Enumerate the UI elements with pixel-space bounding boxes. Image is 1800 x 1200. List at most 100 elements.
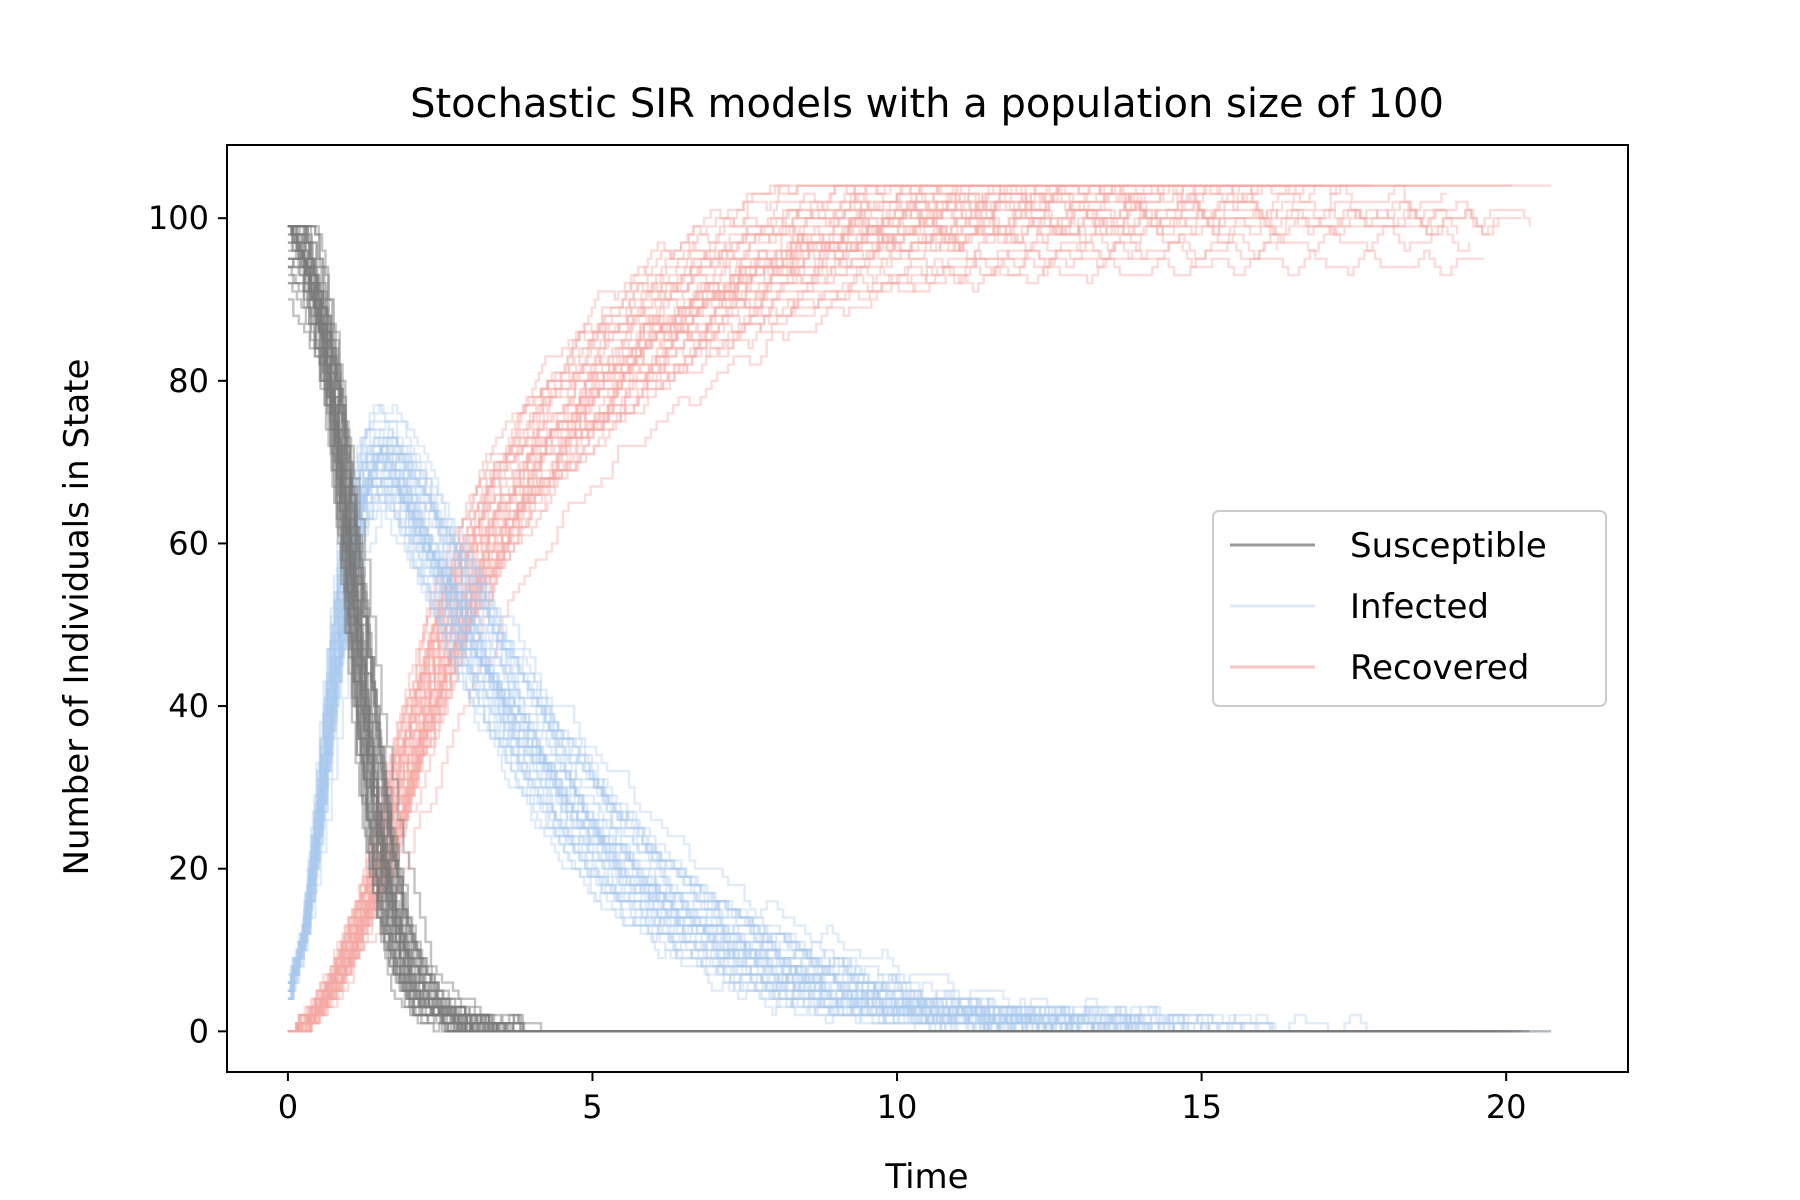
series-line-recovered: [287, 192, 950, 1033]
series-line-recovered: [287, 184, 1072, 1033]
series-line-susceptible: [287, 225, 929, 1033]
series-line-susceptible: [287, 265, 1142, 1033]
legend-box: [1212, 510, 1607, 707]
series-line-susceptible: [287, 273, 1469, 1033]
y-tick-label: 60: [168, 524, 209, 562]
x-axis-label: Time: [884, 1157, 968, 1197]
series-line-infected: [287, 477, 1446, 1033]
series-line-infected: [287, 485, 1277, 1033]
series-line-infected: [287, 477, 1522, 1033]
series-line-susceptible: [287, 225, 1267, 1033]
series-line-recovered: [287, 200, 1446, 1033]
series-line-infected: [287, 436, 1083, 1033]
series-line-infected: [287, 444, 1323, 1033]
series-line-susceptible: [287, 225, 1343, 1033]
series-line-recovered: [287, 249, 1484, 1033]
series-line-recovered: [287, 200, 1531, 1033]
series-line-susceptible: [287, 233, 930, 1033]
series-line-infected: [287, 469, 1267, 1033]
series-line-recovered: [287, 184, 1512, 1033]
series-line-susceptible: [287, 225, 1040, 1033]
series-line-infected: [287, 444, 1324, 1033]
series-line-infected: [287, 444, 1512, 1033]
series-line-recovered: [287, 184, 1015, 1033]
series-line-infected: [287, 452, 1162, 1033]
series-line-recovered: [287, 192, 895, 1033]
y-axis-label: Number of Individuals in State: [57, 359, 97, 876]
series-line-susceptible: [287, 265, 1522, 1033]
series-line-recovered: [287, 184, 1552, 1033]
series-line-susceptible: [287, 225, 1370, 1033]
series-line-infected: [287, 428, 1249, 1033]
series-line-infected: [287, 436, 1440, 1033]
series-line-recovered: [287, 184, 1235, 1033]
legend-label-susceptible: Susceptible: [1350, 526, 1547, 566]
series-line-infected: [287, 428, 1015, 1033]
series-line-infected: [287, 452, 1234, 1033]
series-line-recovered: [287, 184, 1249, 1033]
series-infected: [287, 404, 1552, 1033]
series-line-recovered: [287, 192, 1268, 1033]
y-tick-label: 0: [189, 1012, 209, 1050]
series-line-susceptible: [287, 257, 1458, 1033]
series-line-recovered: [287, 217, 1142, 1033]
series-recovered: [287, 184, 1552, 1033]
series-line-infected: [287, 444, 895, 1017]
series-line-susceptible: [287, 298, 1484, 1033]
series-line-infected: [287, 493, 1142, 1033]
series-line-susceptible: [287, 249, 1530, 1033]
series-line-susceptible: [287, 225, 956, 1033]
series-line-susceptible: [287, 225, 1009, 1033]
series-line-susceptible: [287, 257, 992, 1033]
x-tick-label: 10: [877, 1088, 918, 1126]
y-tick-label: 20: [168, 850, 209, 888]
series-line-infected: [287, 477, 1530, 1033]
series-line-recovered: [287, 208, 1500, 1033]
series-line-recovered: [287, 192, 1053, 1033]
x-tick-label: 20: [1486, 1088, 1527, 1126]
series-line-infected: [287, 452, 930, 1025]
series-line-infected: [287, 485, 1458, 1033]
series-susceptible: [287, 225, 1552, 1033]
series-line-susceptible: [287, 241, 1446, 1033]
series-line-susceptible: [287, 282, 1277, 1033]
series-line-recovered: [287, 208, 1229, 1033]
series-line-recovered: [287, 184, 1040, 1033]
series-line-susceptible: [287, 225, 895, 1033]
series-line-susceptible: [287, 225, 1512, 1033]
series-line-recovered: [287, 200, 1265, 1033]
series-line-recovered: [287, 241, 1279, 1033]
series-line-infected: [287, 452, 1370, 1033]
series-line-susceptible: [287, 225, 1323, 1033]
series-line-recovered: [287, 208, 930, 1033]
series-line-infected: [287, 436, 950, 1025]
series-line-recovered: [287, 184, 1324, 1033]
series-line-recovered: [287, 208, 1459, 1033]
series-line-susceptible: [287, 225, 1290, 1033]
y-axis: 0 20 40 60 80 100: [148, 199, 227, 1050]
series-line-susceptible: [287, 282, 1140, 1033]
series-line-susceptible: [287, 233, 1234, 1033]
series-line-recovered: [287, 184, 1370, 1033]
series-line-infected: [287, 404, 1145, 1033]
series-line-susceptible: [287, 257, 1229, 1033]
series-layer: [287, 184, 1552, 1033]
series-line-recovered: [287, 200, 1181, 1033]
x-tick-label: 0: [278, 1088, 298, 1126]
series-line-susceptible: [287, 225, 1440, 1033]
series-line-infected: [287, 444, 1139, 1033]
series-line-infected: [287, 477, 1229, 1033]
series-line-infected: [287, 477, 1142, 1033]
series-line-recovered: [287, 184, 1290, 1033]
series-line-susceptible: [287, 225, 1015, 1033]
series-line-recovered: [287, 184, 1440, 1033]
legend-label-infected: Infected: [1350, 587, 1489, 627]
series-line-susceptible: [287, 225, 1053, 1033]
series-line-susceptible: [287, 225, 1249, 1033]
chart-title: Stochastic SIR models with a population …: [410, 81, 1444, 127]
y-tick-label: 80: [168, 362, 209, 400]
series-line-recovered: [287, 184, 1082, 1033]
x-axis: 0 5 10 15 20: [278, 1072, 1527, 1126]
series-line-infected: [287, 420, 1041, 1025]
